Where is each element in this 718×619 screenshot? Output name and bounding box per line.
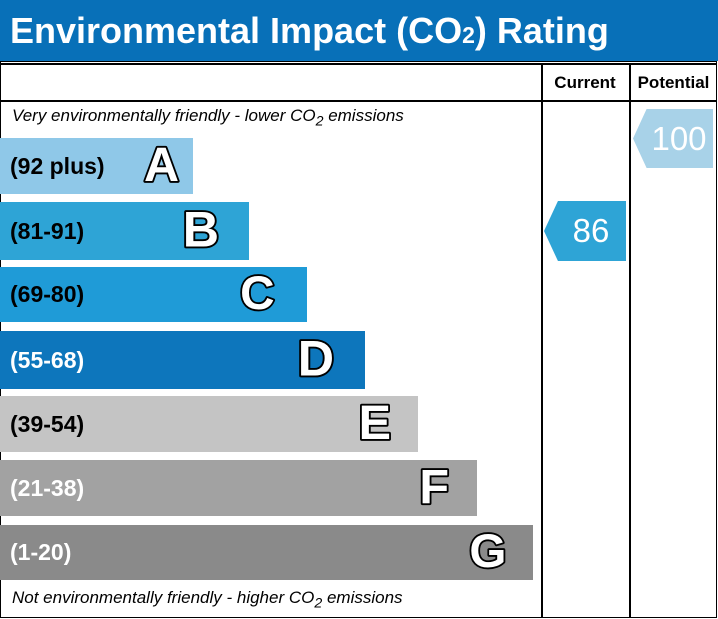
svg-text:C: C: [240, 267, 274, 320]
svg-text:D: D: [298, 330, 334, 386]
svg-text:G: G: [469, 525, 506, 578]
svg-text:B: B: [183, 201, 219, 257]
svg-text:E: E: [359, 396, 391, 450]
svg-text:F: F: [419, 460, 449, 514]
svg-text:A: A: [144, 138, 179, 192]
